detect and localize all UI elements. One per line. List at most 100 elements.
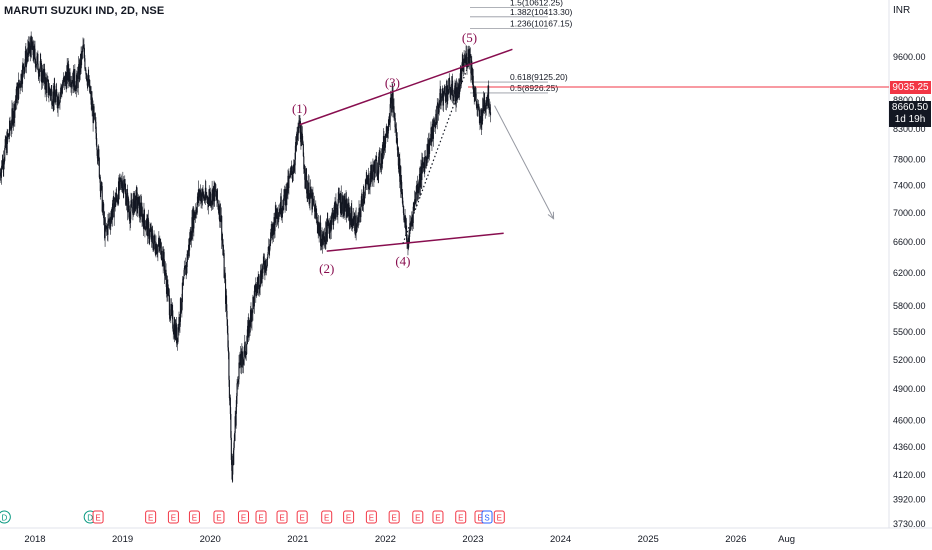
price-axis[interactable]: 3730.00 3920.00 4120.00 4360.00 4600.00 4900.…: [893, 52, 926, 529]
candle-body: [357, 221, 359, 224]
candle-body: [117, 181, 120, 204]
candle-body: [284, 189, 286, 195]
split-event-marker[interactable]: S: [481, 510, 493, 524]
candle: [459, 65, 461, 92]
candle-body: [199, 192, 201, 198]
price-tick-label: 5500.00: [893, 327, 926, 337]
candle-body: [450, 94, 452, 98]
candle: [397, 146, 399, 169]
earnings-event-marker[interactable]: E: [388, 510, 400, 524]
candle-body: [405, 225, 408, 241]
candle-body: [12, 110, 14, 125]
candle: [45, 72, 47, 95]
candle-body: [35, 64, 37, 66]
candle: [15, 99, 17, 111]
candle: [338, 187, 340, 203]
candle-body: [69, 72, 71, 84]
earnings-event-marker[interactable]: E: [432, 510, 444, 524]
candle: [302, 141, 304, 157]
earnings-event-marker[interactable]: E: [455, 510, 467, 524]
candle-body: [217, 201, 219, 204]
projection-arrow-head: [547, 211, 555, 220]
earnings-event-marker[interactable]: E: [188, 510, 200, 524]
candle-body: [165, 269, 167, 280]
candle-body: [214, 190, 217, 192]
candle-body: [238, 362, 240, 380]
earnings-event-marker[interactable]: E: [213, 510, 225, 524]
candle: [256, 276, 258, 294]
candle-body: [98, 157, 100, 178]
candle-body: [230, 413, 232, 438]
candle-body: [59, 94, 61, 103]
candle: [278, 204, 280, 223]
earnings-event-marker[interactable]: E: [412, 510, 424, 524]
candle-body: [18, 79, 20, 99]
candle: [98, 156, 100, 180]
candle-body: [319, 230, 321, 236]
candle: [259, 284, 261, 296]
earnings-event-marker[interactable]: E: [296, 510, 308, 524]
alert-price-tag[interactable]: 9035.25: [890, 81, 931, 94]
candle: [456, 80, 458, 99]
earnings-event-marker[interactable]: E: [237, 510, 249, 524]
candle-body: [153, 235, 156, 242]
earnings-event-marker[interactable]: E: [167, 510, 179, 524]
earnings-event-marker[interactable]: E: [493, 510, 505, 524]
candle-body: [224, 274, 226, 280]
candle-body: [338, 192, 340, 194]
candle-body: [186, 253, 188, 267]
candle-body: [149, 230, 151, 238]
candle-body: [245, 354, 247, 355]
candle-body: [184, 267, 186, 269]
candle: [345, 193, 347, 212]
candle: [276, 207, 278, 226]
candle-body: [485, 102, 487, 110]
earnings-event-marker[interactable]: E: [145, 510, 157, 524]
candle: [157, 243, 159, 262]
dividend-event-marker[interactable]: D: [0, 510, 11, 524]
candle-body: [293, 166, 295, 174]
candle: [225, 272, 227, 313]
candle-body: [395, 127, 397, 129]
candle-body: [330, 224, 332, 232]
candle: [81, 50, 83, 69]
candle-body: [62, 78, 64, 86]
event-marker-badge: [276, 510, 288, 524]
candle-body: [226, 311, 228, 320]
candle-body: [439, 99, 441, 106]
candle: [479, 109, 481, 131]
candle-body: [215, 191, 217, 198]
candle-body: [70, 82, 73, 88]
candle-body: [147, 217, 149, 237]
earnings-event-marker[interactable]: E: [321, 510, 333, 524]
candle: [307, 191, 309, 200]
candle-body: [344, 208, 346, 212]
earnings-event-marker[interactable]: E: [255, 510, 267, 524]
candle: [223, 249, 225, 279]
candle-body: [168, 290, 170, 296]
candle-body: [436, 104, 438, 124]
candle-body: [285, 189, 287, 205]
candle-body: [76, 73, 78, 79]
candle-body: [33, 45, 36, 49]
candle-body: [148, 237, 150, 239]
symbol-title[interactable]: MARUTI SUZUKI IND, 2D, NSE: [4, 5, 165, 17]
candle-body: [275, 205, 277, 214]
price-tick-label: 4900.00: [893, 384, 926, 394]
earnings-event-marker[interactable]: E: [365, 510, 377, 524]
time-axis[interactable]: 2018 2019 2020 2021 2022 2023 2024 2025 2026 Aug: [24, 534, 795, 545]
earnings-event-marker[interactable]: E: [92, 510, 104, 524]
candle: [374, 155, 376, 178]
candle-body: [454, 82, 457, 104]
candle: [25, 49, 27, 74]
candle: [113, 202, 115, 226]
candle-body: [23, 66, 25, 74]
earnings-event-marker[interactable]: E: [276, 510, 288, 524]
candle-body: [386, 126, 388, 136]
candle: [320, 214, 322, 251]
event-marker-letter: D: [1, 514, 7, 523]
earnings-event-marker[interactable]: E: [343, 510, 355, 524]
candle-body: [303, 169, 305, 173]
